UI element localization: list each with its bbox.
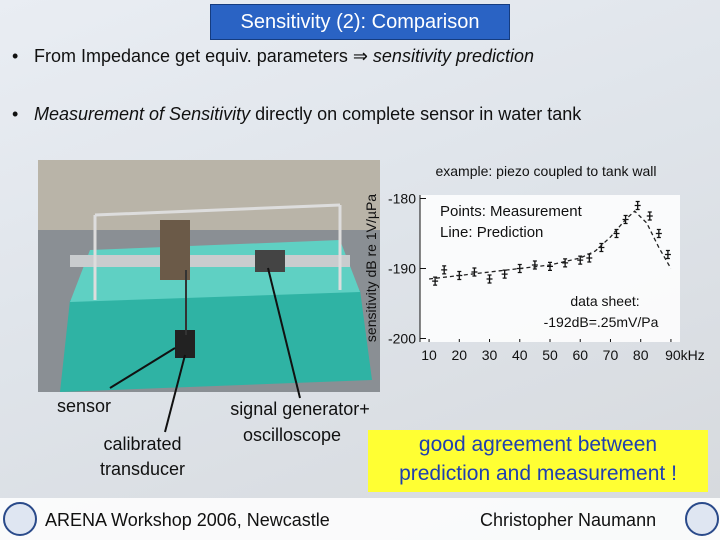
- data-point: [471, 267, 478, 277]
- slide-title: Sensitivity (2): Comparison: [210, 4, 510, 40]
- arrow-symbol: ⇒: [352, 46, 368, 66]
- x-tick-label: 10: [421, 347, 437, 363]
- data-point: [655, 228, 662, 239]
- y-tick-label: -200: [388, 331, 416, 347]
- footer-bar: [0, 498, 720, 540]
- footer-left: ARENA Workshop 2006, Newcastle: [45, 510, 330, 530]
- callout-text: prediction and measurement !: [399, 462, 677, 485]
- callout-box: good agreement between prediction and me…: [368, 430, 708, 492]
- y-tick-label: -180: [388, 191, 416, 207]
- photo-label: oscilloscope: [242, 425, 342, 445]
- photo-label: transducer: [99, 459, 186, 479]
- data-point: [598, 242, 605, 253]
- footer-right: Christopher Naumann: [480, 510, 657, 530]
- photo-label: sensor: [56, 396, 112, 416]
- chart-title: example: piezo coupled to tank wall: [435, 163, 656, 179]
- x-tick-label: 50: [542, 347, 558, 363]
- annotation: -192dB=.25mV/Pa: [544, 314, 659, 330]
- chart: example: piezo coupled to tank wall sensi…: [363, 163, 705, 363]
- data-point: [577, 255, 584, 265]
- data-point: [547, 261, 553, 272]
- bullet: Measurement of Sensitivity directly on c…: [12, 104, 581, 125]
- data-point: [562, 258, 569, 268]
- bullet: From Impedance get equiv. parameters ⇒ s…: [12, 46, 534, 67]
- data-point: [486, 274, 493, 284]
- data-point: [634, 200, 641, 211]
- data-point: [646, 211, 653, 221]
- x-tick-label: 30: [482, 347, 498, 363]
- x-tick-label: 90kHz: [665, 347, 705, 363]
- bullet-text: Measurement of Sensitivity: [34, 104, 251, 124]
- photo-label: signal generator+: [230, 399, 370, 419]
- data-point: [664, 249, 671, 260]
- callout-text: good agreement between: [418, 433, 658, 456]
- x-tick-label: 40: [512, 347, 528, 363]
- bullet-text: directly on complete sensor in water tan…: [250, 104, 582, 124]
- x-tick-label: 60: [572, 347, 588, 363]
- x-tick-label: 80: [633, 347, 649, 363]
- y-tick-label: -190: [388, 261, 416, 277]
- data-point: [531, 260, 538, 270]
- data-point: [501, 269, 508, 279]
- photo-label: calibrated: [103, 434, 182, 454]
- bullet-text: sensitivity prediction: [367, 46, 534, 66]
- legend-entry: Points: Measurement: [440, 203, 583, 220]
- bullet-text: From Impedance get equiv. parameters: [34, 46, 353, 66]
- y-axis-label: sensitivity dB re 1V/µPa: [363, 194, 379, 342]
- data-point: [432, 276, 439, 286]
- legend-entry: Line: Prediction: [440, 224, 543, 241]
- x-tick-label: 20: [452, 347, 468, 363]
- logo: [3, 502, 37, 536]
- data-point: [441, 265, 448, 275]
- photo: [38, 160, 380, 433]
- annotation: data sheet:: [570, 293, 639, 309]
- prediction-line: [428, 210, 672, 280]
- logo: [685, 502, 719, 536]
- x-tick-label: 70: [603, 347, 619, 363]
